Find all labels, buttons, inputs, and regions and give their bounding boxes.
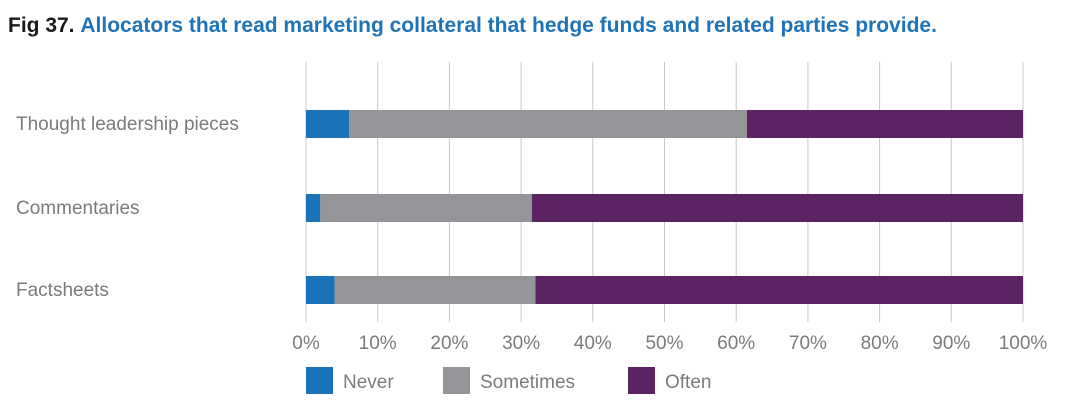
x-tick-label: 30% — [502, 333, 540, 354]
legend: Never Sometimes Often — [306, 367, 711, 394]
bar-segment — [334, 276, 536, 304]
legend-label: Often — [665, 372, 711, 393]
legend-swatch — [306, 367, 333, 394]
chart-title: Fig 37. Allocators that read marketing c… — [8, 14, 937, 38]
x-tick-label: 10% — [359, 333, 397, 354]
category-label: Commentaries — [16, 198, 140, 219]
x-tick-label: 0% — [292, 333, 320, 354]
bar-segment — [535, 276, 1023, 304]
x-tick-label: 70% — [789, 333, 827, 354]
bar-segment — [746, 110, 1023, 138]
figure-title: Allocators that read marketing collatera… — [80, 14, 937, 37]
bars — [306, 110, 1023, 304]
bar-segment — [320, 194, 532, 222]
bar-segment — [531, 194, 1023, 222]
bar-segment — [306, 110, 350, 138]
category-label: Factsheets — [16, 280, 109, 301]
legend-swatch — [628, 367, 655, 394]
category-label: Thought leadership pieces — [16, 114, 239, 135]
bar-segment — [349, 110, 747, 138]
x-tick-label: 80% — [861, 333, 899, 354]
bar-segment — [306, 194, 321, 222]
legend-label: Sometimes — [480, 372, 575, 393]
x-tick-label: 100% — [999, 333, 1048, 354]
x-tick-label: 90% — [932, 333, 970, 354]
x-tick-label: 50% — [645, 333, 683, 354]
x-tick-label: 40% — [574, 333, 612, 354]
x-tick-labels: 0% 10% 20% 30% 40% 50% 60% 70% 80% 90% 100% — [292, 333, 1047, 354]
legend-swatch — [443, 367, 470, 394]
x-tick-label: 60% — [717, 333, 755, 354]
legend-label: Never — [343, 372, 394, 393]
category-labels: Thought leadership pieces Commentaries Fac… — [16, 114, 239, 301]
x-tick-label: 20% — [430, 333, 468, 354]
bar-segment — [306, 276, 335, 304]
figure-number: Fig 37. — [8, 14, 75, 37]
